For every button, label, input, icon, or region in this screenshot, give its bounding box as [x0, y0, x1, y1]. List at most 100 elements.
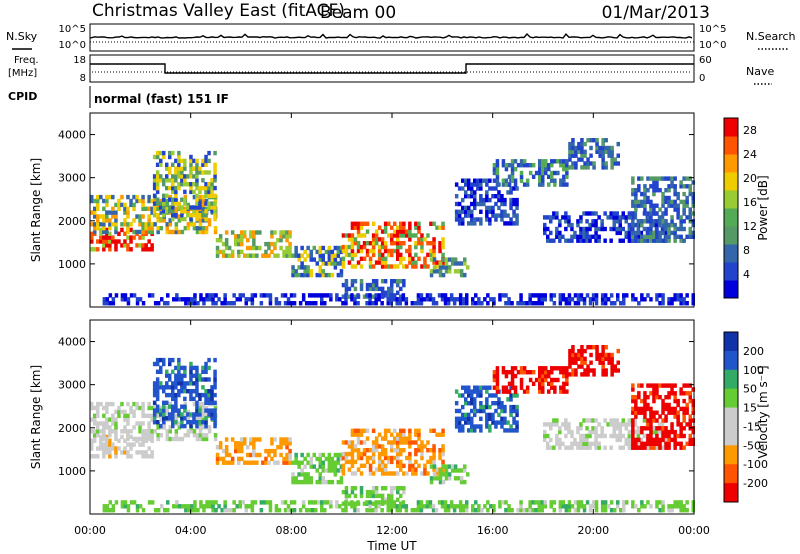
velocity-cell	[386, 508, 390, 513]
velocity-cell	[168, 361, 172, 367]
power-cell	[462, 297, 466, 302]
velocity-cell	[294, 460, 298, 465]
velocity-cell	[528, 508, 532, 513]
velocity-cell	[198, 433, 203, 438]
power-cell	[558, 297, 563, 302]
velocity-cell	[670, 410, 674, 415]
velocity-cell	[114, 429, 118, 434]
power-cell	[631, 215, 635, 220]
power-cell	[458, 293, 463, 298]
power-cell	[471, 297, 475, 302]
power-cell	[201, 178, 205, 183]
power-cell	[488, 186, 492, 191]
power-cell	[428, 297, 433, 302]
power-cell	[612, 226, 616, 232]
power-cell	[691, 180, 695, 185]
velocity-cell	[208, 504, 212, 509]
velocity-cell	[579, 433, 583, 439]
power-cell	[198, 218, 203, 223]
velocity-cell	[193, 504, 197, 509]
velocity-cell	[646, 383, 650, 388]
velocity-cell	[426, 440, 430, 445]
power-swatch	[724, 154, 738, 173]
power-cell	[435, 264, 439, 269]
velocity-cell	[553, 385, 557, 390]
velocity-cell	[473, 412, 477, 418]
velocity-cell	[168, 404, 172, 409]
velocity-cell	[350, 432, 355, 437]
velocity-cell	[243, 437, 247, 442]
power-cell	[399, 244, 403, 250]
power-cell	[368, 241, 373, 246]
velocity-cell	[108, 500, 113, 505]
power-cell	[417, 241, 421, 246]
power-cell	[162, 209, 166, 214]
power-cell	[589, 145, 593, 151]
velocity-cell	[174, 392, 178, 398]
power-cell	[465, 293, 469, 298]
velocity-cell	[291, 476, 295, 481]
power-cell	[414, 260, 418, 265]
velocity-cell	[637, 395, 641, 400]
velocity-cell	[640, 445, 644, 450]
power-cell	[454, 194, 459, 199]
velocity-cell	[380, 508, 384, 513]
velocity-cell	[180, 412, 184, 417]
power-cell	[189, 182, 193, 187]
power-cell	[183, 201, 187, 206]
power-cell	[616, 141, 620, 147]
velocity-cell	[323, 500, 327, 505]
velocity-cell	[573, 437, 577, 443]
velocity-cell	[573, 500, 578, 505]
velocity-cell	[175, 500, 179, 505]
velocity-cell	[479, 408, 483, 414]
power-cell	[440, 293, 445, 298]
velocity-cell	[461, 404, 465, 410]
power-cell	[147, 218, 151, 223]
velocity-cell	[150, 454, 154, 459]
power-cell	[606, 215, 610, 220]
power-cell	[661, 293, 665, 298]
velocity-cell	[183, 389, 187, 394]
power-cell	[252, 230, 256, 235]
power-cell	[180, 170, 184, 175]
velocity-cell	[390, 471, 394, 476]
velocity-cell	[601, 372, 605, 377]
power-cell	[335, 293, 339, 298]
power-cell	[353, 294, 358, 299]
velocity-cell	[380, 451, 385, 457]
power-cell	[637, 238, 641, 243]
velocity-cell	[111, 401, 115, 407]
power-cell	[603, 297, 608, 302]
velocity-cell	[501, 500, 505, 505]
velocity-cell	[186, 429, 191, 434]
velocity-cell	[609, 445, 613, 450]
power-cell	[586, 161, 590, 166]
velocity-cell	[399, 451, 403, 457]
velocity-cell	[135, 450, 139, 455]
power-cell	[399, 260, 403, 265]
velocity-cell	[171, 420, 175, 425]
power-cell	[673, 238, 677, 243]
power-cell	[658, 238, 662, 243]
power-cell	[449, 297, 454, 302]
power-cell	[330, 249, 335, 255]
power-cell	[627, 234, 632, 239]
power-cell	[552, 215, 556, 220]
velocity-cell	[501, 389, 506, 394]
velocity-cell	[393, 486, 397, 491]
power-cell	[224, 241, 229, 247]
velocity-cell	[396, 451, 400, 457]
power-cell	[509, 217, 513, 222]
velocity-cell	[268, 500, 273, 505]
power-cell	[144, 206, 148, 211]
velocity-cell	[464, 412, 468, 418]
velocity-cell	[138, 425, 142, 430]
beam-label: Beam 00	[320, 3, 396, 23]
velocity-cell	[249, 460, 253, 465]
velocity-cell	[540, 500, 544, 505]
power-cell	[195, 182, 199, 187]
power-cell	[330, 272, 335, 278]
velocity-cell	[582, 504, 587, 509]
velocity-cell	[538, 370, 542, 375]
